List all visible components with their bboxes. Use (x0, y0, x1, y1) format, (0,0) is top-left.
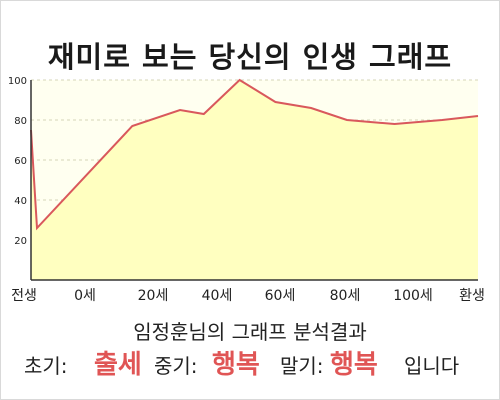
x-tick-label: 100세 (393, 288, 433, 304)
ending-text: 입니다 (404, 354, 460, 378)
y-tick-label: 100 (8, 76, 27, 87)
y-tick-label: 20 (14, 236, 27, 247)
y-tick-label: 40 (14, 196, 27, 207)
axes (30, 80, 478, 281)
area-fill (31, 80, 478, 280)
x-tick-label: 20세 (138, 288, 169, 304)
late-value: 행복 (330, 350, 378, 380)
analysis-result: 초기: 출세 중기: 행복 말기: 행복 입니다 (0, 346, 500, 386)
analysis-heading: 임정훈님의 그래프 분석결과 (133, 320, 367, 344)
x-tick-label: 40세 (202, 288, 233, 304)
mid-value: 행복 (212, 350, 260, 380)
x-tick-label: 환생 (459, 288, 485, 304)
late-label: 말기: (280, 354, 324, 378)
chart-title: 재미로 보는 당신의 인생 그래프 (47, 40, 453, 74)
x-tick-label: 0세 (74, 288, 96, 304)
x-tick-label: 80세 (330, 288, 361, 304)
x-tick-label: 60세 (265, 288, 296, 304)
early-label: 초기: (24, 354, 68, 378)
mid-label: 중기: (154, 354, 198, 378)
x-tick-labels: 전생 0세 20세 40세 60세 80세 100세 환생 (11, 288, 485, 304)
y-tick-label: 60 (14, 156, 27, 167)
y-tick-label: 80 (14, 116, 27, 127)
y-tick-labels: 20 40 60 80 100 (8, 76, 27, 247)
early-value: 출세 (94, 350, 142, 380)
series-line (30, 78, 479, 231)
x-tick-label: 전생 (11, 288, 37, 304)
